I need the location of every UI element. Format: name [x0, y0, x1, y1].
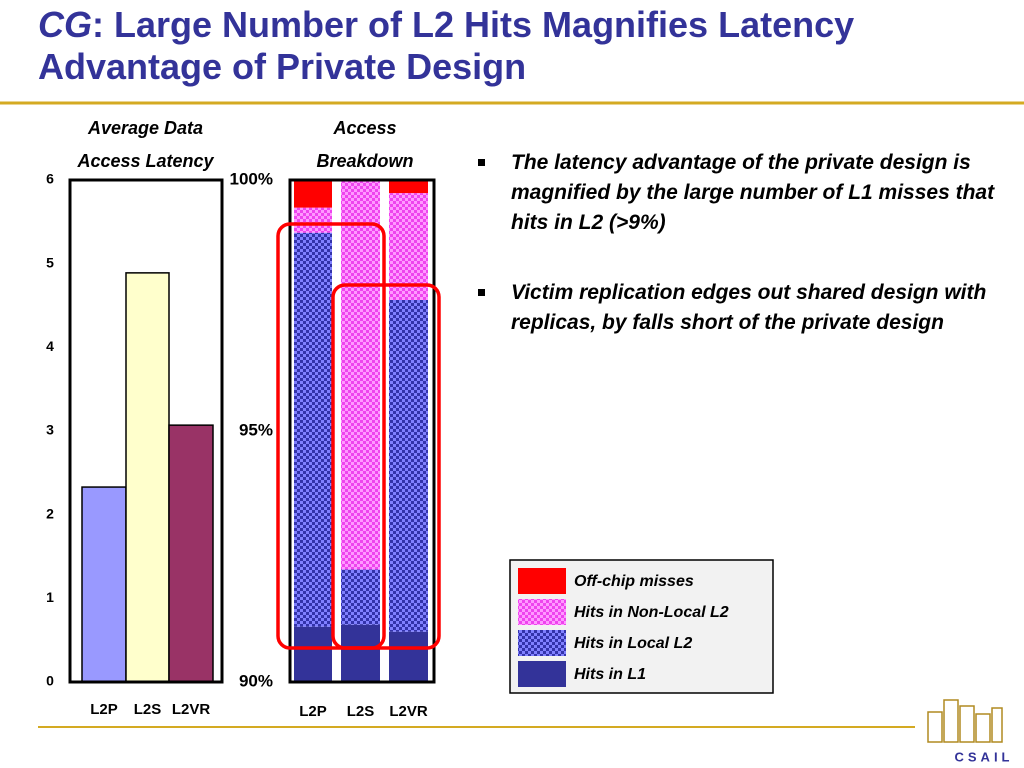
x-tick-label: L2S: [347, 703, 375, 720]
bullet: Victim replication edges out shared desi…: [478, 278, 1018, 338]
bar-segment: [389, 631, 428, 682]
slide-title: CG: Large Number of L2 Hits Magnifies La…: [38, 4, 1018, 88]
x-tick-label: L2P: [90, 701, 118, 718]
y-tick-label: 4: [46, 338, 54, 354]
highlight-outline: [276, 222, 386, 650]
bar-segment: [294, 232, 332, 627]
x-tick-label: L2VR: [172, 701, 211, 718]
y-tick-label: 2: [46, 505, 54, 521]
x-tick-label: L2S: [134, 701, 162, 718]
legend-label: Hits in L1: [574, 666, 646, 683]
bar-segment: [294, 626, 332, 682]
logo-icon: [927, 699, 1003, 743]
y-tick-label: 100%: [230, 169, 273, 188]
bar: [81, 486, 127, 683]
bar-segment: [389, 299, 428, 632]
legend-label: Hits in Local L2: [574, 635, 692, 652]
bullet-list: The latency advantage of the private des…: [478, 148, 1018, 378]
plot-frame: [68, 178, 224, 684]
chart-title: Access Breakdown: [316, 118, 414, 171]
y-tick-label: 3: [46, 422, 54, 438]
y-tick-label: 95%: [239, 420, 273, 439]
highlight-outline: [331, 283, 441, 650]
bar-segment: [341, 569, 380, 625]
x-tick-label: L2VR: [389, 703, 428, 720]
legend-label: Off-chip misses: [574, 573, 694, 590]
chart-title: Average Data Access Latency: [77, 118, 214, 171]
legend-swatch: [518, 661, 566, 687]
bar-segment: [294, 207, 332, 233]
y-tick-label: 5: [46, 254, 54, 270]
title-text: : Large Number of L2 Hits Magnifies Late…: [38, 4, 855, 87]
plot-frame: [288, 178, 436, 684]
legend-swatch: [518, 599, 566, 625]
logo-text: CSAIL: [955, 749, 1014, 764]
bar-segment: [341, 624, 380, 682]
x-tick-label: L2P: [299, 703, 327, 720]
bullet: The latency advantage of the private des…: [478, 148, 1018, 238]
bar-segment: [389, 193, 428, 300]
legend-swatch: [518, 568, 566, 594]
bar-segment: [294, 180, 332, 208]
title-emphasis: CG: [38, 4, 92, 45]
legend-label: Hits in Non-Local L2: [574, 604, 729, 621]
legend-swatch: [518, 630, 566, 656]
bar-segment: [389, 180, 428, 194]
y-tick-label: 6: [46, 171, 54, 187]
bar: [168, 424, 214, 683]
bar: [125, 272, 170, 683]
y-tick-label: 1: [46, 589, 54, 605]
y-tick-label: 90%: [239, 671, 273, 690]
y-tick-label: 0: [46, 673, 54, 689]
bar-segment: [341, 180, 380, 570]
